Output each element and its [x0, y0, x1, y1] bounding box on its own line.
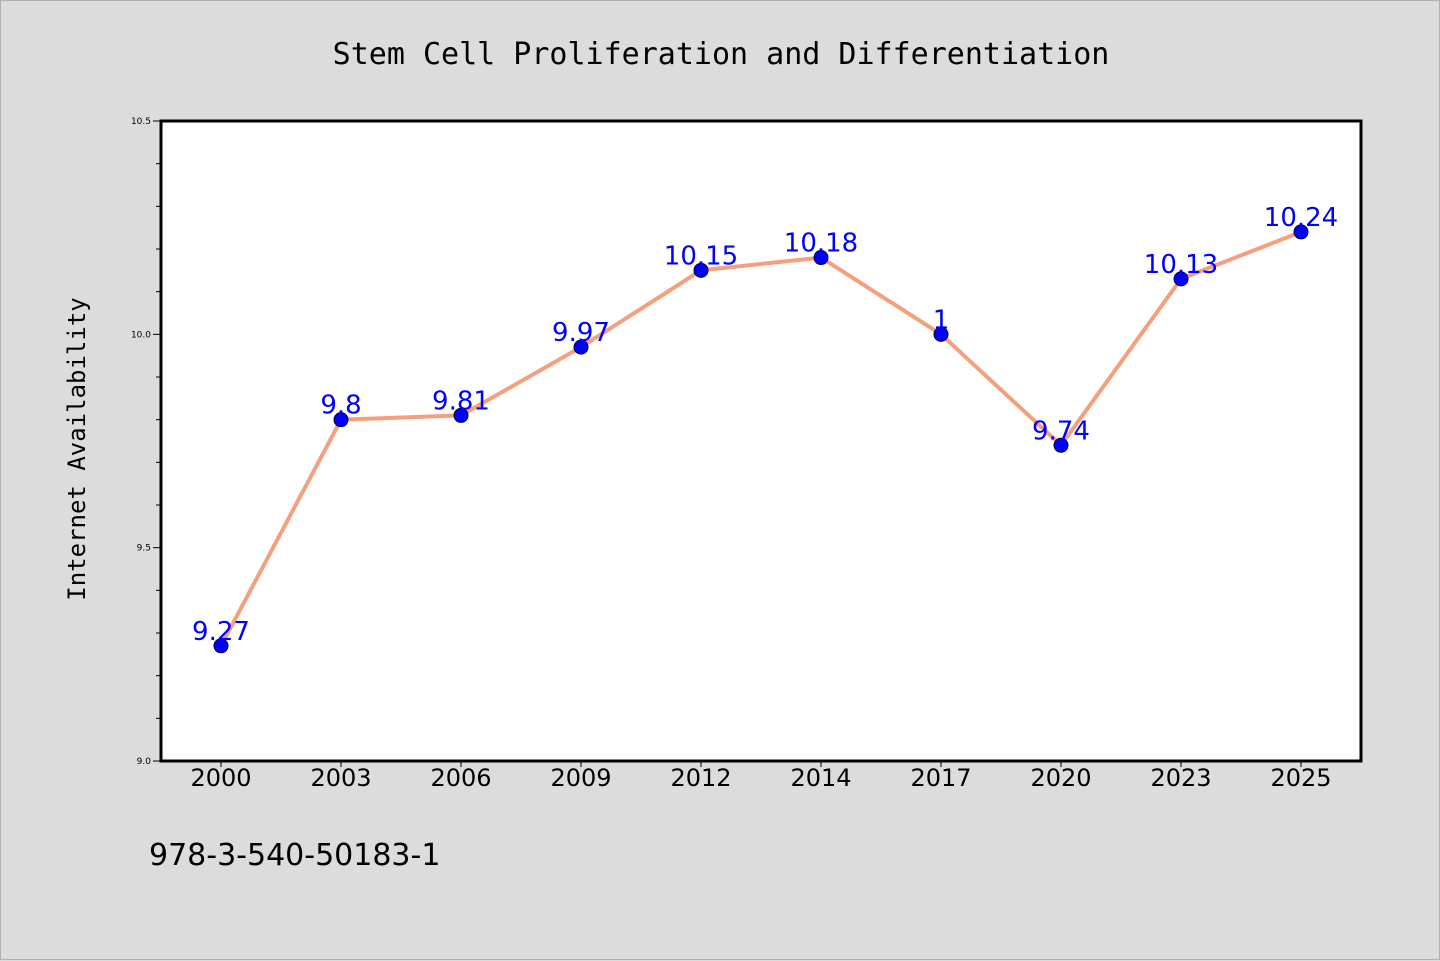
- data-label: 10.24: [1264, 203, 1338, 233]
- x-tick-label: 2003: [310, 764, 371, 792]
- data-label: 10.18: [784, 229, 858, 259]
- x-tick-label: 2025: [1270, 764, 1331, 792]
- data-point-marker: [1173, 271, 1189, 287]
- x-tick-label: 2012: [670, 764, 731, 792]
- data-label: 9.8: [320, 391, 361, 421]
- data-label: 9.74: [1032, 416, 1090, 446]
- y-tick-label: 10.5: [131, 117, 151, 127]
- series-line-group: 9.27 9.8 9.81 9.97 10.15 10.18 1 9.74 10.13 10.24: [192, 203, 1338, 654]
- y-axis: 9.0 9.5 10.0 10.5: [131, 117, 161, 767]
- data-label: 10.13: [1144, 250, 1218, 280]
- y-tick-label: 9.0: [137, 757, 152, 767]
- data-label: 9.27: [192, 617, 250, 647]
- y-axis-label: Internet Availability: [63, 297, 91, 600]
- x-tick-label: 2023: [1150, 764, 1211, 792]
- data-point-marker: [693, 262, 709, 278]
- data-point-marker: [333, 412, 349, 428]
- series-line: [219, 230, 1302, 647]
- footnote-isbn: 978-3-540-50183-1: [149, 838, 440, 873]
- y-tick-label: 9.5: [137, 544, 151, 554]
- data-label: 1: [933, 305, 950, 335]
- data-point-marker: [213, 638, 229, 654]
- data-point-marker: [573, 339, 589, 355]
- data-point-marker: [1053, 437, 1069, 453]
- x-tick-label: 2006: [430, 764, 491, 792]
- data-point-marker: [1293, 224, 1309, 240]
- x-tick-label: 2017: [910, 764, 971, 792]
- data-label: 10.15: [664, 241, 738, 271]
- x-tick-label: 2020: [1030, 764, 1091, 792]
- data-label: 9.81: [432, 386, 490, 416]
- plot-area: [159, 119, 1363, 763]
- data-label: 9.97: [552, 318, 610, 348]
- data-point-marker: [813, 250, 829, 266]
- x-tick-label: 2000: [190, 764, 251, 792]
- x-tick-label: 2009: [550, 764, 611, 792]
- x-axis: 2000 2003 2006 2009 2012 2014 2017 2020 2023 2025: [190, 761, 1332, 792]
- x-tick-label: 2014: [790, 764, 851, 792]
- y-tick-label: 10.0: [131, 330, 151, 340]
- data-point-marker: [453, 407, 469, 423]
- chart-title: Stem Cell Proliferation and Differentiat…: [333, 37, 1110, 72]
- data-point-marker: [933, 326, 949, 342]
